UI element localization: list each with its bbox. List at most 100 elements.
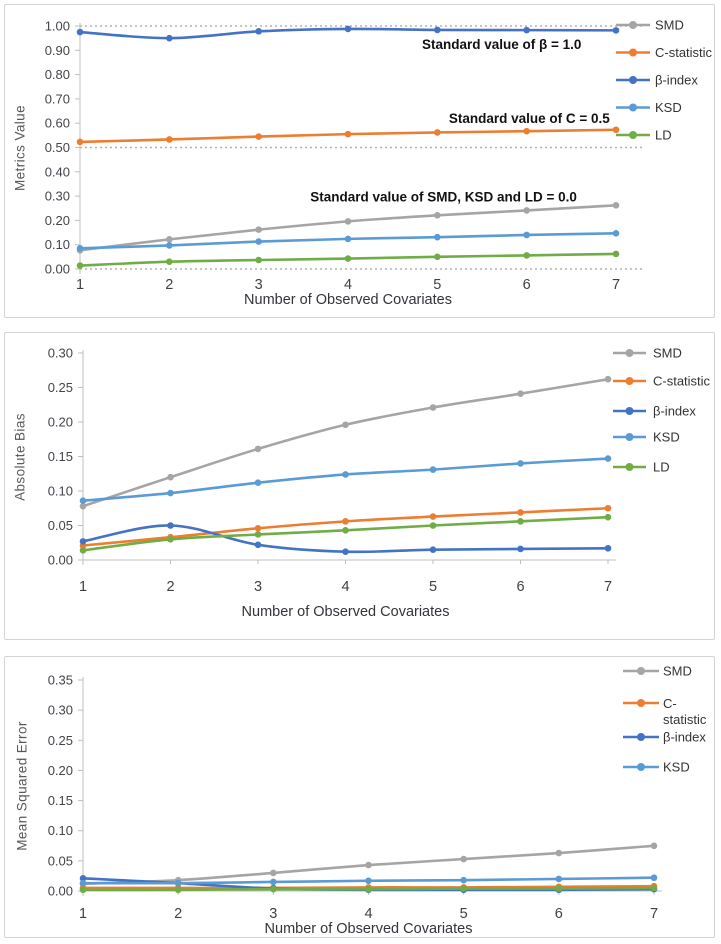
data-point-marker [270, 878, 277, 886]
data-point-marker [167, 489, 174, 497]
metrics-value-plot: 1.00 0.90 0.80 0.70 0.60 0.50 0.40 0.30 0.20 0.10… [45, 18, 713, 294]
x-tick-label: 6 [516, 579, 524, 595]
legend-marker [629, 103, 637, 112]
x-tick-label: 2 [174, 906, 182, 922]
data-point-marker [612, 27, 620, 34]
series-KSD [76, 229, 620, 252]
y-axis-title: Mean Squared Error [14, 720, 30, 851]
reference-lines [80, 25, 645, 270]
series-line [78, 204, 618, 252]
data-point-marker [76, 28, 84, 36]
y-tick-label: 0.70 [45, 91, 70, 106]
series-KSD [79, 874, 658, 887]
data-point-marker [167, 473, 174, 481]
x-tick-label: 6 [523, 277, 531, 293]
y-tick-label: 0.00 [48, 884, 73, 899]
y-axis-title: Absolute Bias [12, 412, 28, 501]
legend: SMD C-statistic β-index KSD LD [613, 346, 711, 475]
y-tick-label: 0.80 [45, 67, 70, 82]
legend-label: SMD [663, 664, 692, 679]
x-tick-label: 5 [433, 277, 441, 293]
data-point-marker [460, 855, 467, 863]
legend-marker [629, 76, 637, 84]
x-tick-label: 2 [166, 579, 174, 595]
y-tick-label: 0.35 [48, 673, 73, 688]
data-point-marker [342, 527, 349, 534]
data-point-marker [255, 256, 262, 264]
data-point-marker [255, 28, 262, 35]
x-tick-label: 1 [79, 906, 87, 922]
annotation-label: Standard value of β = 1.0 [422, 37, 581, 52]
data-point-marker [167, 536, 174, 543]
data-point-marker [166, 258, 173, 266]
legend-item-C-statistic: C-statistic [623, 696, 707, 727]
x-axis-title: Number of Observed Covariates [241, 604, 450, 620]
legend-item-β-index: β-index [616, 73, 698, 88]
axes [82, 350, 616, 565]
data-point-marker [166, 136, 173, 143]
data-point-marker [344, 218, 352, 225]
series-KSD [79, 455, 612, 504]
data-point-marker [460, 885, 467, 892]
data-point-marker [604, 375, 612, 383]
legend-label: LD [653, 460, 670, 475]
data-point-marker [166, 242, 173, 249]
data-point-marker [76, 138, 84, 146]
legend-item-KSD: KSD [623, 760, 690, 775]
data-point-marker [255, 238, 262, 245]
legend-item-LD: LD [616, 128, 672, 143]
data-point-marker [79, 497, 87, 504]
x-tick-label: 5 [460, 906, 468, 922]
data-point-marker [344, 25, 352, 33]
legend-item-C-statistic: C-statistic [613, 374, 711, 389]
data-point-marker [255, 133, 262, 140]
y-tick-label: 0.15 [48, 793, 73, 808]
legend-item-LD: LD [613, 460, 670, 475]
legend: SMD C-statistic β-index KSD [623, 664, 707, 775]
data-point-marker [254, 479, 262, 487]
data-point-marker [612, 126, 620, 134]
data-point-marker [429, 404, 437, 411]
data-point-marker [434, 233, 441, 241]
data-point-marker [523, 26, 530, 34]
data-point-marker [429, 522, 437, 529]
data-point-marker [344, 130, 352, 138]
data-point-marker [174, 886, 182, 894]
y-tick-label: 0.60 [45, 116, 70, 131]
legend-label: SMD [653, 346, 682, 361]
data-point-marker [270, 869, 277, 877]
y-tick-label: 0.30 [45, 189, 70, 204]
data-point-marker [429, 513, 437, 520]
legend-item-β-index: β-index [623, 730, 706, 745]
data-point-marker [270, 885, 277, 893]
absolute-bias-chart: 0.30 0.25 0.20 0.15 0.10 0.05 0.00 1 2 3 4 5 6 7 SMD C-… [4, 332, 715, 640]
x-tick-label: 7 [604, 579, 612, 595]
y-tick-label: 0.10 [45, 237, 70, 252]
data-point-marker [79, 502, 87, 510]
data-point-marker [342, 471, 349, 478]
legend-marker [625, 433, 634, 441]
legend-item-SMD: SMD [613, 346, 682, 361]
data-point-marker [612, 229, 620, 237]
legend-label: C-statistic [653, 374, 711, 389]
data-point-marker [434, 129, 441, 136]
x-tick-label: 7 [612, 277, 620, 293]
legend-label: KSD [663, 760, 690, 775]
series-SMD [79, 375, 612, 510]
data-point-marker [167, 522, 174, 529]
data-point-marker [523, 127, 530, 135]
data-point-marker [523, 207, 530, 214]
y-tick-label: 0.50 [45, 140, 70, 155]
data-point-marker [79, 886, 87, 894]
data-point-marker [166, 34, 173, 42]
y-tick-label: 0.40 [45, 164, 70, 179]
y-tick-label: 0.25 [48, 733, 73, 748]
data-point-marker [650, 874, 658, 882]
data-point-marker [254, 541, 262, 549]
data-point-marker [555, 885, 563, 892]
y-tick-label: 0.05 [48, 518, 73, 533]
data-point-marker [460, 876, 467, 884]
data-point-marker [254, 445, 262, 453]
x-axis-title: Number of Observed Covariates [244, 292, 452, 308]
